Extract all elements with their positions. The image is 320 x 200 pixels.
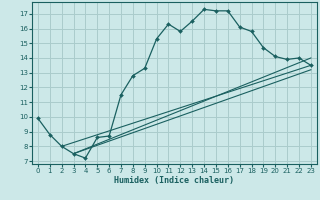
- X-axis label: Humidex (Indice chaleur): Humidex (Indice chaleur): [115, 176, 234, 185]
